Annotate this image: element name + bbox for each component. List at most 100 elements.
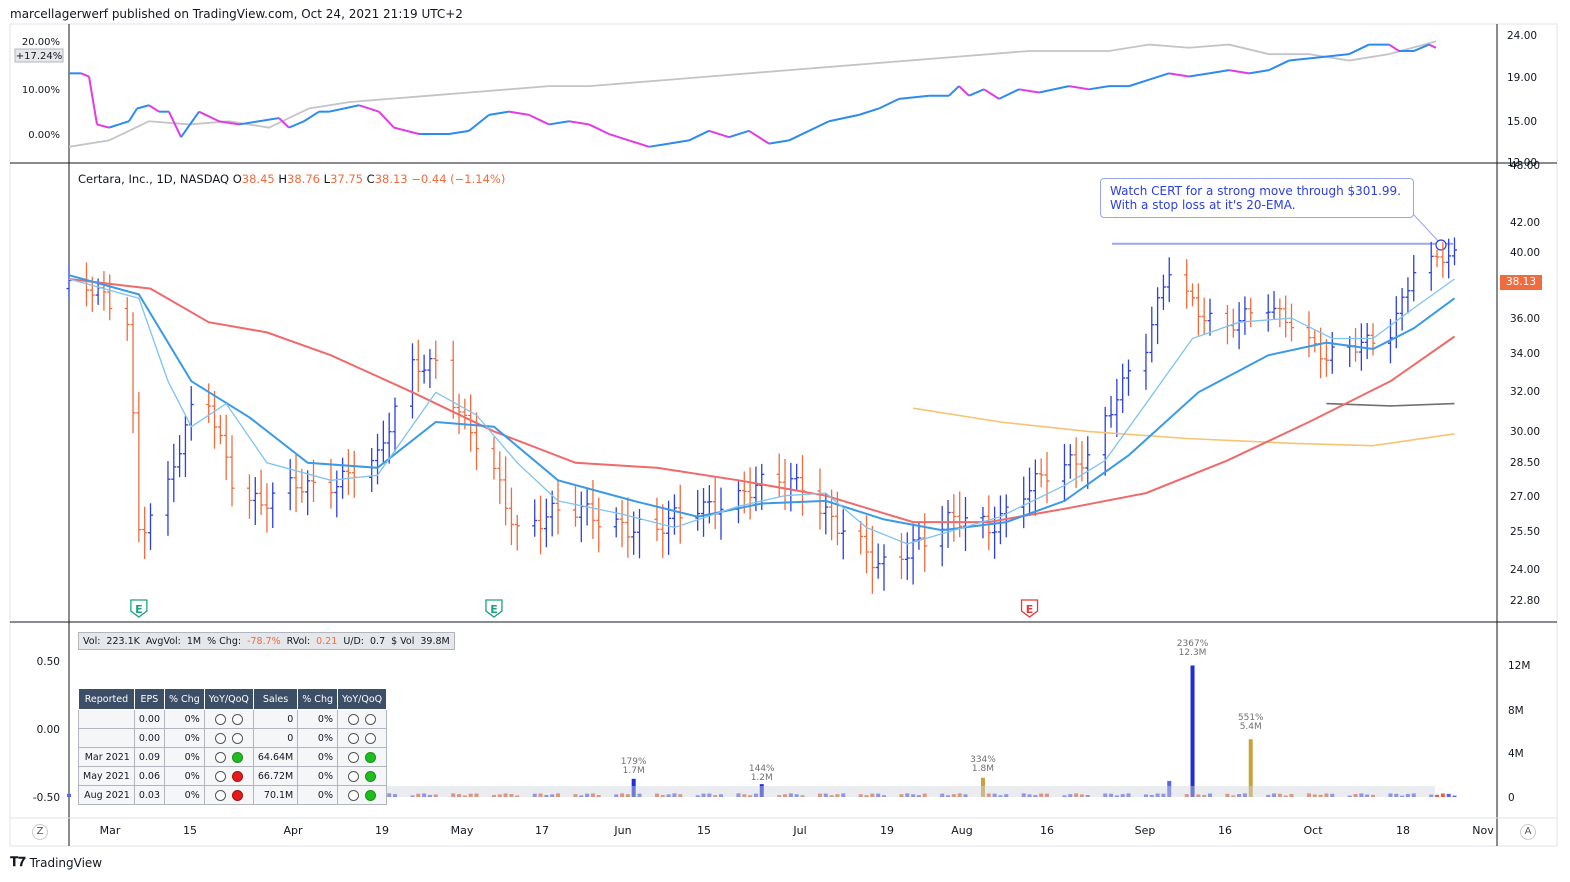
avgvol-value: 1M [186,635,202,647]
earnings-row: 0.00 0% 0 0% [78,709,388,729]
rs-line-segment [1018,88,1040,94]
rs-line-segment [668,139,690,145]
volume-bar [451,793,456,797]
volume-bar [1446,793,1451,797]
earnings-cell [78,709,135,729]
earnings-cell [336,785,388,805]
earnings-cell: 0 [252,728,299,748]
rs-line-segment [1068,85,1090,91]
rs-line-segment [328,107,345,113]
rs-line-segment [1128,78,1150,88]
volume-bar [823,793,828,797]
volume-annotation-vol: 1.8M [972,764,994,774]
rs-right-tick: 15.00 [1507,116,1537,128]
volume-bar [1027,794,1032,797]
volume-bar [468,793,473,797]
price-axis-tick: 32.00 [1510,386,1540,398]
volume-bar [1394,793,1399,797]
volume-bar [497,794,502,797]
footer-brand-label: TradingView [29,855,103,870]
volume-bar [515,795,520,797]
rs-line-segment [528,113,550,126]
volume-bar [457,794,462,797]
volume-bar [998,795,1003,797]
volume-bar [654,793,659,797]
volume-bar [631,778,636,797]
volume-bar [1365,794,1370,797]
volume-left-tick: 0.50 [37,656,60,668]
earnings-cell: 66.72M [252,766,299,786]
empty-status-dot-icon [348,732,360,744]
earnings-cell: 0.09 [133,747,166,767]
trade-note-callout[interactable]: Watch CERT for a strong move through $30… [1100,178,1414,218]
volume-bar [1109,793,1114,797]
empty-status-dot-icon [348,713,360,725]
volume-bar [1306,793,1311,797]
rs-line-segment [728,129,750,139]
volume-annotation-pct: 144% [749,764,775,774]
rs-line-segment [303,110,320,123]
rs-line-segment [688,129,710,142]
earnings-cell: 0% [297,747,338,767]
volume-bar [544,795,549,797]
price-axis-tick: 24.00 [1510,564,1540,576]
tradingview-logo-icon: 𝐓𝟕 [10,855,26,870]
low-value: 37.75 [330,172,363,186]
green-status-dot-icon [231,751,243,763]
volume-bar [882,795,886,797]
volume-bar [794,794,799,797]
rs-line-segment [1038,85,1070,94]
volume-bar [532,793,537,797]
rs-right-tick: 12.00 [1507,157,1537,169]
change-value: −0.44 (−1.14%) [411,172,506,186]
volume-bar [1452,795,1457,797]
footer-brand: 𝐓𝟕 TradingView [10,855,102,870]
time-axis-tick: 16 [1040,824,1054,837]
rs-line-segment [1428,43,1437,49]
volume-bar [980,777,985,797]
close-label: C [366,172,375,186]
rs-line-segment [1168,72,1190,78]
rs-left-tick: 0.00% [28,130,60,141]
rs-right-tick: 24.00 [1507,30,1537,42]
price-axis-tick: 42.00 [1510,217,1540,229]
note-connector [1412,213,1441,244]
earn-header: YoY/QoQ [336,688,388,710]
volume-bar [556,793,560,797]
volume-bar [573,794,578,797]
volume-bar [899,794,904,797]
volume-axis-tick: 8M [1508,705,1524,717]
volume-bar [1359,793,1364,797]
auto-scale-button[interactable]: A [1520,824,1536,840]
rs-line-segment [1388,43,1400,52]
chart-frame [9,23,1558,847]
volume-bar [1353,793,1358,797]
green-status-dot-icon [365,789,377,801]
zoom-corner-button[interactable]: Z [32,824,48,840]
volume-bar [905,793,910,797]
volume-bar [1143,794,1148,797]
rs-line-segment [768,139,790,145]
rs-line-segment [1268,59,1290,72]
volume-bar [1411,793,1416,797]
svol-value: 39.8M [420,635,450,647]
volume-bar [1033,795,1038,797]
volume-bar [585,793,590,797]
earn-header: YoY/QoQ [203,688,254,710]
volume-bar [1062,795,1067,797]
rs-line-segment [1348,43,1370,56]
rs-line-segment [983,88,1000,100]
time-axis-tick: May [451,824,474,837]
earnings-marker [485,599,503,618]
earnings-marker-label: E [135,603,143,616]
volume-bar [1126,793,1131,797]
volume-bar [719,794,723,797]
rs-line-segment [258,117,280,123]
price-axis-tick: 22.80 [1510,595,1540,607]
volume-bar [620,793,625,797]
earnings-cell [78,728,135,748]
rs-line-segment [278,117,290,129]
volume-bar [1266,794,1271,797]
